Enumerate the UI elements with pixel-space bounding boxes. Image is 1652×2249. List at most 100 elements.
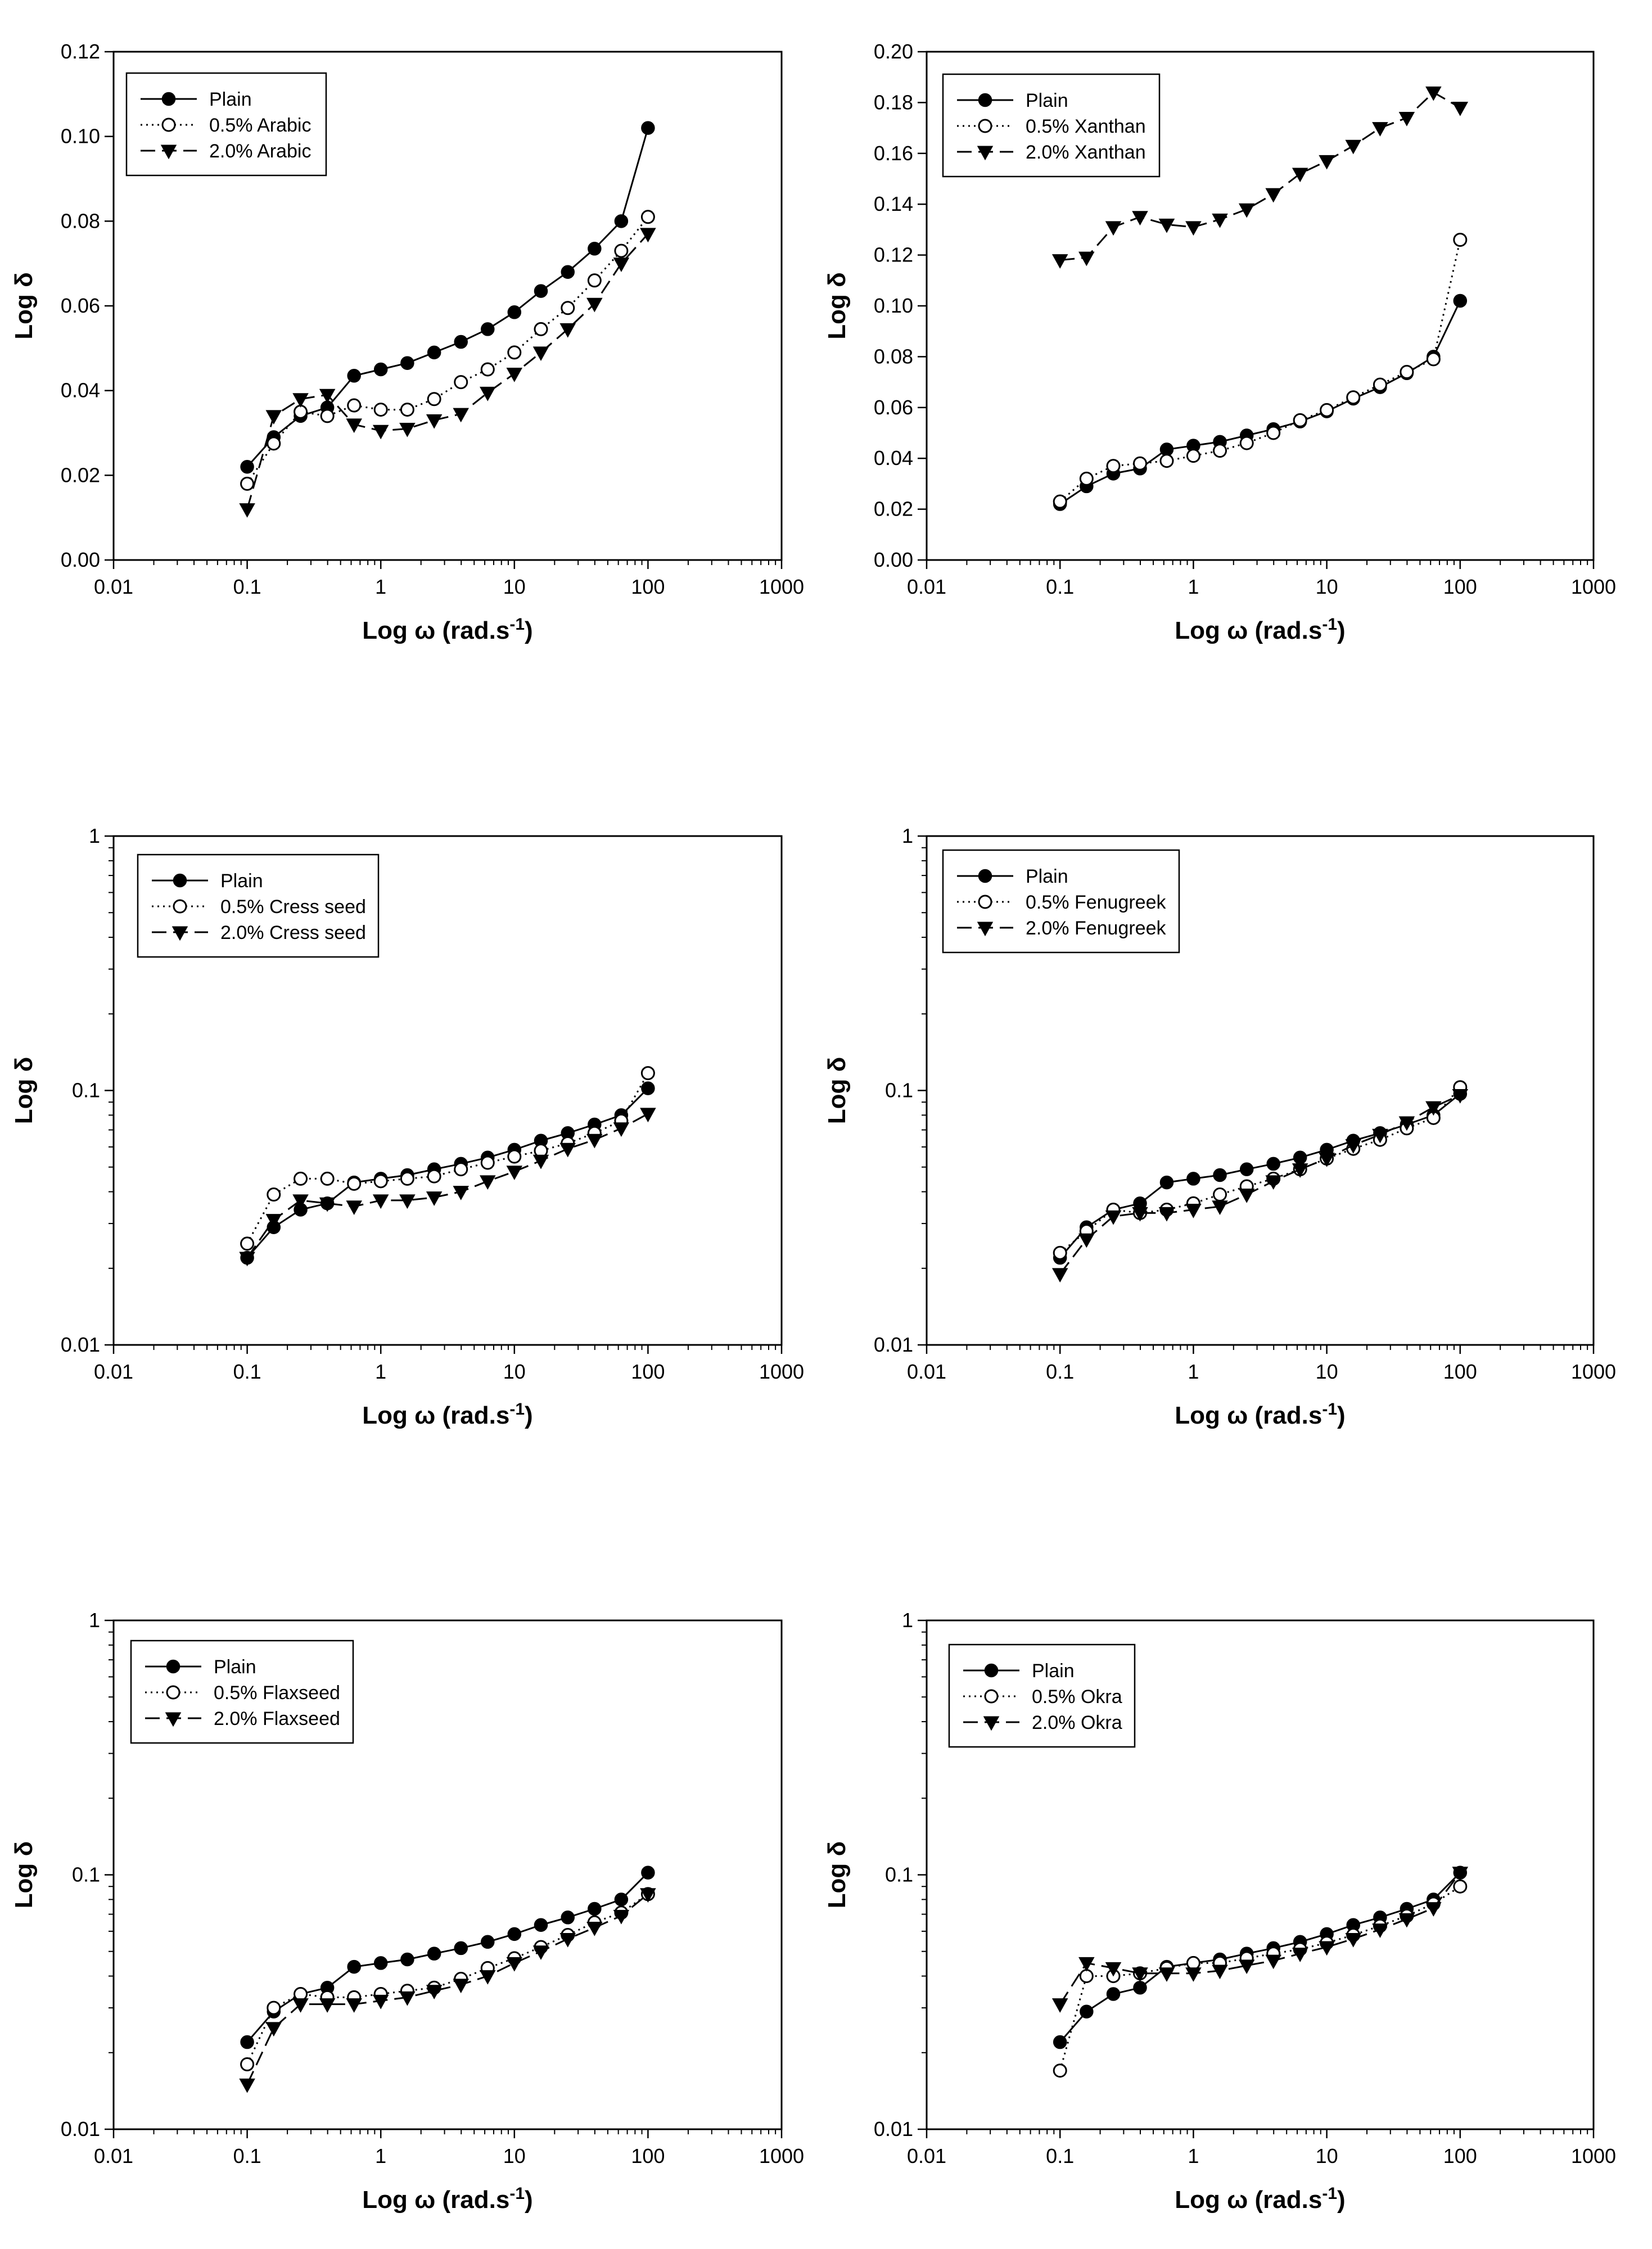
data-point [1345,1139,1361,1154]
series-line [246,128,649,468]
data-point [1265,1954,1281,1970]
data-point [506,1957,523,1972]
y-tick-label: 0.01 [61,2117,100,2140]
x-tick-label: 100 [1443,575,1477,598]
data-point [426,1985,443,2000]
data-point [480,386,496,401]
x-tick-label: 1000 [1571,1360,1616,1383]
x-tick-label: 100 [631,2144,665,2167]
data-point [1212,213,1228,228]
data-point [481,322,495,336]
data-point [1053,2063,1067,2078]
legend-marker [173,899,187,914]
legend-label: Plain [1026,90,1068,111]
series-line [246,233,649,510]
data-point [265,410,282,425]
data-point [614,243,629,258]
x-tick-label: 100 [631,1360,665,1383]
data-point [400,1171,414,1186]
data-point [532,1945,549,1960]
y-tick-label: 0.18 [874,91,913,114]
x-tick-label: 0.01 [907,575,946,598]
data-point [1426,352,1441,367]
data-point [1398,112,1415,127]
legend-label: 2.0% Cress seed [220,922,366,943]
x-tick-label: 0.1 [1046,1360,1074,1383]
legend-marker [165,1712,182,1727]
legend-marker [983,1716,1000,1731]
data-point [1425,1101,1442,1116]
data-point [347,398,362,413]
data-point [1453,232,1468,247]
data-point [1053,2035,1067,2049]
y-tick-label: 0.00 [874,548,913,571]
data-point [1051,1268,1068,1283]
data-point [534,284,548,298]
data-point [1159,1175,1174,1190]
x-axis-label: Log ω (rad.s-1) [362,615,532,644]
data-point [1425,86,1442,101]
data-point [640,210,655,224]
data-point [1372,1923,1388,1938]
x-axis-label-close: ) [1337,1402,1346,1429]
x-axis-label-unit: (rad.s [1255,617,1322,644]
legend-marker [160,144,177,160]
series-line [246,1872,649,2043]
data-point [1398,1913,1415,1928]
data-point [1372,122,1388,137]
series-line [246,1893,649,2065]
y-tick-label: 0.10 [874,294,913,317]
y-tick-label: 0.00 [61,548,100,571]
x-tick-label: 0.01 [94,575,133,598]
x-tick-label: 100 [1443,1360,1477,1383]
legend-label: Plain [209,89,252,110]
x-tick-label: 0.1 [233,575,261,598]
y-tick-label: 0.20 [874,40,913,63]
data-point [1159,442,1174,457]
data-point [267,436,281,451]
data-point [1293,413,1307,427]
data-point [373,1956,388,1970]
data-point [292,1194,309,1209]
data-point [1346,390,1361,405]
series-3 [1051,1867,1469,2013]
series-line [1059,1094,1461,1275]
data-point [480,1155,495,1170]
data-point [1319,1941,1335,1956]
legend-marker [977,146,994,161]
x-axis-label: Log ω (rad.s-1) [1175,2184,1345,2214]
legend-label: 2.0% Flaxseed [214,1708,340,1729]
series-2 [240,210,655,491]
x-tick-label: 1000 [759,2144,804,2167]
data-point [506,1166,523,1180]
x-tick-label: 10 [1316,2144,1338,2167]
x-axis-label-unit: (rad.s [443,1402,510,1429]
data-point [1372,1128,1388,1144]
data-point [559,1142,576,1158]
y-axis-label: Log δ [10,1841,38,1909]
data-point [1238,203,1255,218]
x-axis-label-main: Log ω [362,1402,442,1429]
x-tick-label: 0.01 [907,1360,946,1383]
legend-marker [978,895,992,909]
data-point [507,305,522,319]
legend-label: 2.0% Fenugreek [1026,918,1166,939]
y-tick-label: 0.14 [874,192,913,215]
series-line [246,1072,649,1244]
data-point [588,1902,602,1916]
x-tick-label: 100 [1443,2144,1477,2167]
series-line [1059,240,1461,503]
data-point [1293,1150,1307,1165]
data-point [427,1169,441,1184]
x-tick-label: 10 [1316,1360,1338,1383]
data-point [1186,1172,1200,1186]
x-tick-label: 10 [503,575,526,598]
series-1 [1053,1866,1468,2049]
data-point [532,1154,549,1169]
data-point [1105,1962,1122,1977]
legend: Plain 0.5% Xanthan 2.0% Xanthan [942,73,1161,178]
data-point [481,1935,495,1949]
x-axis-label: Log ω (rad.s-1) [362,1400,532,1429]
data-point [507,1927,522,1941]
